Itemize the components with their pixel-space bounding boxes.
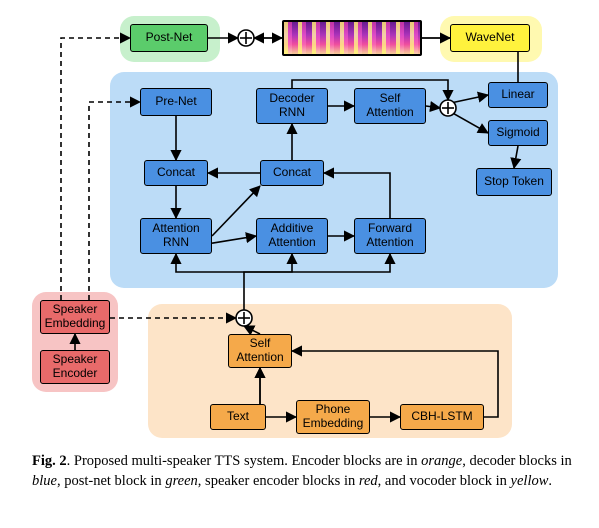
node-fwd_attn: Forward Attention (354, 218, 426, 254)
caption-t3: , post-net block in (57, 473, 165, 489)
caption-c1: orange (421, 453, 462, 469)
caption-fig-label: Fig. 2 (32, 453, 67, 469)
caption-c2: blue (32, 473, 57, 489)
node-concat2: Concat (260, 160, 324, 186)
node-phone_emb: Phone Embedding (296, 400, 370, 434)
caption-t2: , decoder blocks in (462, 453, 572, 469)
node-text: Text (210, 404, 266, 430)
caption-c5: yellow (511, 473, 549, 489)
figure-caption: Fig. 2. Proposed multi-speaker TTS syste… (32, 452, 572, 491)
node-spk_enc: Speaker Encoder (40, 350, 110, 384)
node-cbhlstm: CBH-LSTM (400, 404, 484, 430)
node-linear: Linear (488, 82, 548, 108)
node-sigmoid: Sigmoid (488, 120, 548, 146)
node-self_attn_d: Self Attention (354, 88, 426, 124)
node-concat1: Concat (144, 160, 208, 186)
node-postnet: Post-Net (130, 24, 208, 52)
node-wavenet: WaveNet (450, 24, 530, 52)
node-add_attn: Additive Attention (256, 218, 328, 254)
caption-t0: . Proposed multi-speaker TTS system. Enc… (67, 453, 422, 469)
node-self_attn_e: Self Attention (228, 334, 292, 368)
diagram-canvas: Post-Net WaveNet Pre-Net Decoder RNN Self At… (0, 0, 599, 528)
caption-c3: green (165, 473, 197, 489)
caption-t4: , speaker encoder blocks in (198, 473, 359, 489)
node-prenet: Pre-Net (140, 88, 212, 116)
node-spk_emb: Speaker Embedding (40, 300, 110, 334)
spectrogram-image (282, 20, 422, 56)
node-attn_rnn: Attention RNN (140, 218, 212, 254)
node-stoptoken: Stop Token (476, 168, 552, 196)
caption-t6: . (548, 473, 552, 489)
caption-c4: red (359, 473, 378, 489)
node-decoder_rnn: Decoder RNN (256, 88, 328, 124)
caption-t5: , and vocoder block in (378, 473, 511, 489)
